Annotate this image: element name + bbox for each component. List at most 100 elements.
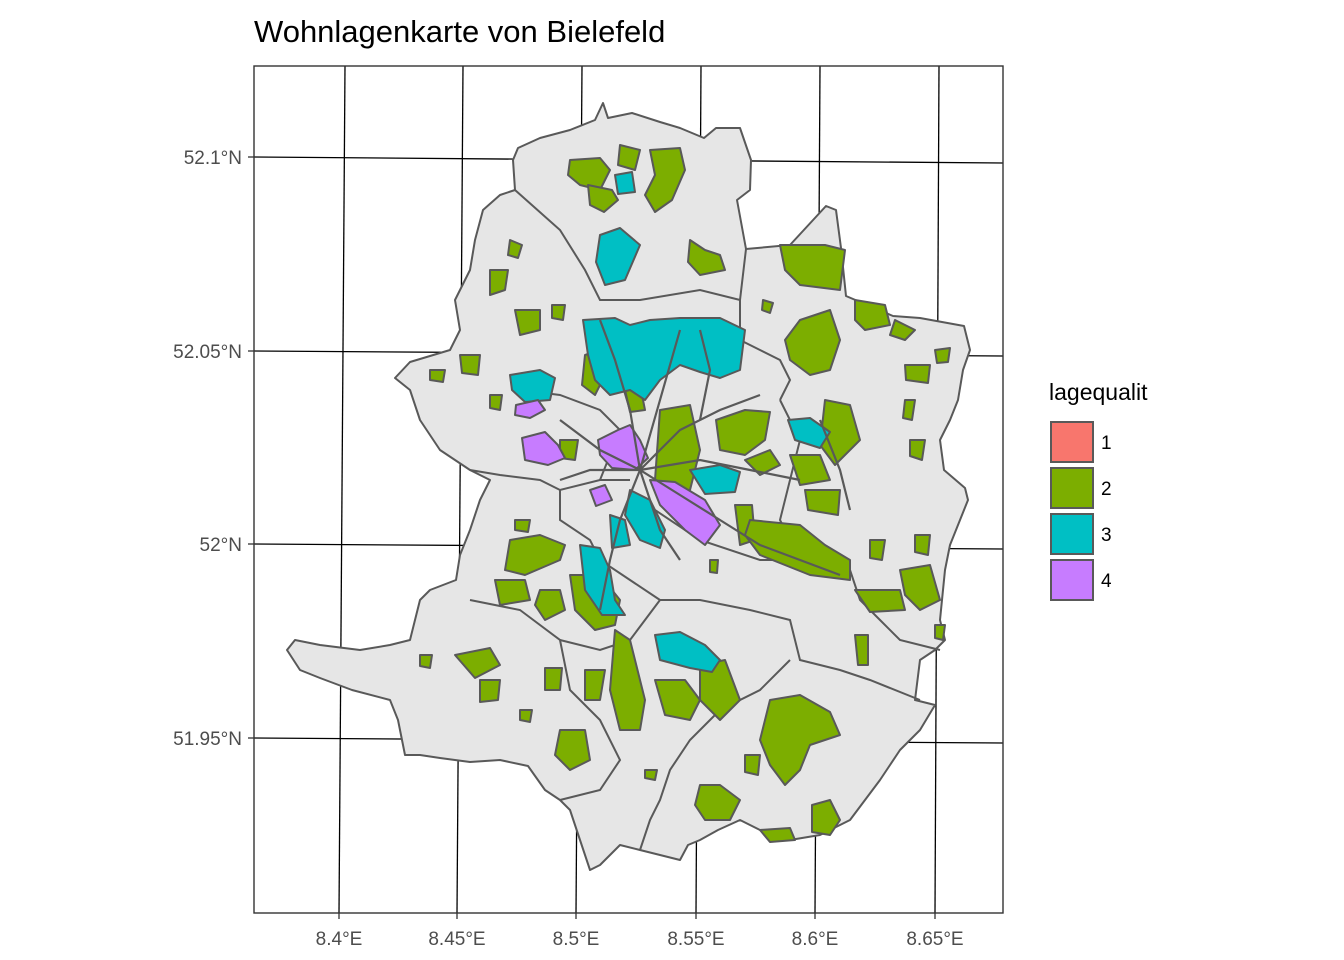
zone-2: [504, 534, 566, 576]
legend-item: 3: [1050, 513, 1112, 555]
zone-3: [689, 464, 741, 495]
x-tick-label: 8.4°E: [316, 929, 363, 950]
zone-2: [514, 309, 541, 336]
zone-3: [595, 227, 641, 286]
legend-item: 2: [1050, 467, 1112, 509]
zone-2: [902, 399, 916, 421]
legend-swatch-3: [1050, 513, 1094, 555]
zone-2: [694, 784, 741, 821]
legend-swatch-4: [1050, 559, 1094, 601]
map-title: Wohnlagenkarte von Bielefeld: [254, 14, 665, 49]
zone-2: [869, 539, 886, 561]
meridian-8.4: [338, 66, 346, 913]
legend-label: 2: [1101, 479, 1112, 500]
x-tick-label: 8.65°E: [906, 929, 963, 950]
zone-3: [509, 369, 556, 403]
zone-3: [787, 417, 831, 449]
zone-2: [459, 354, 481, 376]
zone-2: [519, 709, 533, 723]
legend-item: 1: [1050, 421, 1112, 463]
zone-2: [934, 624, 946, 641]
zones-lagequalit-4: [514, 399, 721, 546]
zone-2: [644, 147, 686, 213]
panel-border: [253, 65, 1004, 914]
x-tick-label: 8.55°E: [667, 929, 724, 950]
zone-2: [489, 394, 503, 411]
zone-2: [544, 667, 563, 691]
zone-2: [744, 519, 851, 581]
zone-2: [687, 239, 726, 276]
legend-item: 4: [1050, 559, 1112, 601]
zone-2: [904, 364, 931, 384]
zone-2: [889, 319, 916, 341]
zone-2: [789, 454, 831, 486]
zone-2: [779, 244, 846, 291]
zone-2: [699, 659, 741, 721]
zone-4: [649, 479, 721, 546]
zone-2: [479, 679, 501, 703]
zone-3: [579, 544, 626, 616]
roads: [559, 319, 852, 611]
zone-2: [617, 144, 641, 171]
zone-2: [507, 239, 523, 259]
zone-2: [489, 269, 509, 296]
zone-2: [534, 589, 566, 621]
zone-2: [429, 369, 446, 383]
legend-label: 1: [1101, 433, 1112, 454]
zone-2: [854, 634, 869, 666]
zone-4: [521, 431, 566, 466]
zone-2: [811, 799, 841, 836]
x-tick-label: 8.5°E: [553, 929, 600, 950]
zone-2: [784, 309, 841, 376]
legend-title: lagequalit: [1049, 379, 1148, 405]
zone-3: [654, 631, 721, 673]
zone-2: [709, 559, 719, 574]
y-tick-label: 51.95°N: [173, 729, 242, 750]
zone-2: [761, 299, 774, 314]
zone-2: [715, 409, 771, 456]
y-tick-label: 52°N: [200, 535, 242, 556]
city-boundary: [286, 102, 971, 871]
y-tick-label: 52.05°N: [173, 342, 242, 363]
y-tick-label: 52.1°N: [184, 148, 242, 169]
zone-2: [854, 299, 891, 331]
zones-lagequalit-2: [419, 144, 951, 843]
x-tick-label: 8.45°E: [428, 929, 485, 950]
zone-2: [759, 827, 796, 843]
zone-2: [909, 439, 926, 461]
zone-2: [854, 589, 906, 613]
zone-2: [419, 654, 433, 669]
y-axis-labels: 52.1°N 52.05°N 52°N 51.95°N: [173, 148, 242, 750]
zone-2: [934, 347, 951, 364]
zone-2: [454, 647, 501, 679]
zone-2: [654, 679, 701, 721]
zone-2: [587, 184, 619, 213]
zone-2: [644, 769, 658, 781]
zone-3: [614, 171, 636, 195]
x-axis-labels: 8.4°E 8.45°E 8.5°E 8.55°E 8.6°E 8.65°E: [316, 929, 964, 950]
axis-ticks: [248, 156, 936, 919]
zone-2: [554, 729, 591, 771]
zones-lagequalit-3: [509, 171, 831, 673]
zone-2: [609, 629, 646, 731]
zone-2: [551, 304, 566, 321]
legend-label: 3: [1101, 525, 1112, 546]
zone-2: [514, 519, 531, 533]
legend-swatch-1: [1050, 421, 1094, 463]
zone-2: [914, 534, 931, 556]
legend-label: 4: [1101, 571, 1112, 592]
zone-2: [899, 564, 941, 611]
x-tick-label: 8.6°E: [792, 929, 839, 950]
zone-2: [494, 579, 531, 606]
zone-2: [804, 489, 841, 516]
zone-2: [744, 754, 761, 776]
legend: lagequalit 1 2 3 4: [1049, 379, 1148, 601]
zone-4: [514, 399, 546, 419]
map-panel: [254, 66, 1003, 913]
zone-4: [597, 424, 649, 471]
meridian-8.45: [456, 66, 464, 913]
zone-4: [589, 484, 613, 507]
zone-2: [584, 669, 606, 701]
legend-swatch-2: [1050, 467, 1094, 509]
